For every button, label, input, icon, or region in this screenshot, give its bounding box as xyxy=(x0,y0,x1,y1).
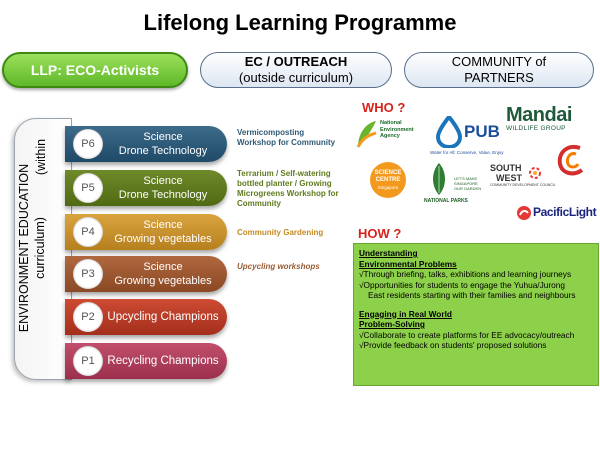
pub-drop-icon xyxy=(436,116,462,148)
level-topic: Drone Technology xyxy=(118,145,208,157)
pub-tagline: Water for All: Conserve, Value, Enjoy xyxy=(430,150,504,155)
level-badge: P1 xyxy=(73,346,103,376)
curriculum-bracket xyxy=(14,118,72,380)
pacificlight-name: PacificLight xyxy=(533,205,597,219)
nea-name-line3: Agency xyxy=(380,133,400,139)
ec-item-vermicomposting: Vermicomposting Workshop for Community xyxy=(237,128,336,147)
pacificlight-logo: PacificLight xyxy=(516,204,598,224)
ec-item-upcycling: Upcycling workshops xyxy=(237,262,320,271)
curriculum-within-label: (within xyxy=(34,138,48,176)
level-badge: P6 xyxy=(73,129,103,159)
level-badge: P3 xyxy=(73,259,103,289)
nea-logo: National Environment Agency xyxy=(356,117,422,155)
level-badge: P2 xyxy=(73,302,103,332)
how-bullet: √Provide feedback on students' proposed … xyxy=(359,340,547,350)
level-subject: Science xyxy=(143,131,183,143)
nparks-leaf-icon xyxy=(433,163,445,195)
ec-outreach-subtitle: (outside curriculum) xyxy=(238,70,354,85)
nea-name-line1: National xyxy=(380,120,402,126)
mandai-name: Mandai xyxy=(506,104,572,126)
level-band-p4: P4 Science Growing vegetables xyxy=(65,214,227,250)
science-centre-line3: Singapore xyxy=(377,184,399,190)
page-title: Lifelong Learning Programme xyxy=(143,10,457,35)
mandai-subtitle: WILDLIFE GROUP xyxy=(506,125,566,132)
science-centre-line2: CENTRE xyxy=(375,176,401,183)
nparks-logo: NATIONAL PARKS LET'S MAKE SINGAPORE OUR … xyxy=(424,162,486,212)
level-subject: Science xyxy=(143,261,183,273)
community-partners-line1: COMMUNITY of xyxy=(451,54,547,69)
community-partners-pill: COMMUNITY of PARTNERS xyxy=(404,52,594,88)
curriculum-label-line1: ENVIRONMENT EDUCATION xyxy=(17,163,31,333)
how-section2-heading-line1: Engaging in Real World xyxy=(359,308,452,319)
level-band-p3: P3 Science Growing vegetables xyxy=(65,256,227,292)
pacificlight-icon xyxy=(517,206,531,220)
how-bullet: √Collaborate to create platforms for EE … xyxy=(359,329,575,340)
ec-item-gardening: Community Gardening xyxy=(237,228,324,237)
south-west-line2: WEST xyxy=(496,173,522,183)
level-badge: P4 xyxy=(73,217,103,247)
llp-eco-activists-pill: LLP: ECO-Activists xyxy=(2,52,188,88)
pub-name: PUB xyxy=(464,122,500,141)
south-west-line1: SOUTH xyxy=(490,163,522,173)
south-west-flower-icon xyxy=(529,167,541,179)
how-bullet: √Opportunities for students to engage th… xyxy=(359,279,565,290)
level-band-p5: P5 Science Drone Technology xyxy=(65,170,227,206)
level-band-p1: P1 Recycling Champions xyxy=(65,343,227,379)
how-section1-heading-line1: Understanding xyxy=(359,248,418,258)
science-centre-logo: SCIENCE CENTRE Singapore xyxy=(370,162,406,198)
south-west-tagline: COMMUNITY DEVELOPMENT COUNCIL xyxy=(490,183,556,187)
how-bullet-continued: East residents starting with their famil… xyxy=(368,290,576,300)
who-heading: WHO ? xyxy=(362,100,406,115)
ec-outreach-pill: EC / OUTREACH (outside curriculum) xyxy=(200,52,392,88)
ec-outreach-title: EC / OUTREACH xyxy=(244,54,348,69)
community-partners-line2: PARTNERS xyxy=(464,70,534,85)
how-bullet: √Through briefing, talks, exhibitions an… xyxy=(359,269,572,279)
level-topic: Growing vegetables xyxy=(114,233,212,245)
level-topic: Growing vegetables xyxy=(114,275,212,287)
how-section1-heading-line2: Environmental Problems xyxy=(359,258,457,269)
how-panel: Understanding Environmental Problems √Th… xyxy=(353,243,599,386)
mandai-logo: Mandai WILDLIFE GROUP xyxy=(506,104,596,134)
nparks-tagline: LET'S MAKE SINGAPORE OUR GARDEN xyxy=(454,176,482,191)
how-heading: HOW ? xyxy=(358,226,402,241)
level-subject: Science xyxy=(143,175,183,187)
how-section2-heading-line2: Problem-Solving xyxy=(359,319,425,329)
level-band-p6: P6 Science Drone Technology xyxy=(65,126,227,162)
level-topic: Recycling Champions xyxy=(107,355,219,367)
nea-leaf-icon xyxy=(356,121,377,148)
level-topic: Drone Technology xyxy=(118,189,208,201)
level-topic: Upcycling Champions xyxy=(107,311,219,323)
south-west-logo: SOUTH WEST COMMUNITY DEVELOPMENT COUNCIL xyxy=(490,163,556,193)
pub-logo: PUB Water for All: Conserve, Value, Enjo… xyxy=(430,114,510,160)
level-badge: P5 xyxy=(73,173,103,203)
partner-swirl-logo xyxy=(557,145,584,176)
nea-name-line2: Environment xyxy=(380,126,414,133)
level-band-p2: P2 Upcycling Champions xyxy=(65,299,227,335)
ec-item-terrarium: Terrarium / Self-watering bottled plante… xyxy=(237,169,339,208)
nparks-name: NATIONAL PARKS xyxy=(424,198,468,204)
level-subject: Science xyxy=(143,219,183,231)
science-centre-line1: SCIENCE xyxy=(374,169,402,176)
